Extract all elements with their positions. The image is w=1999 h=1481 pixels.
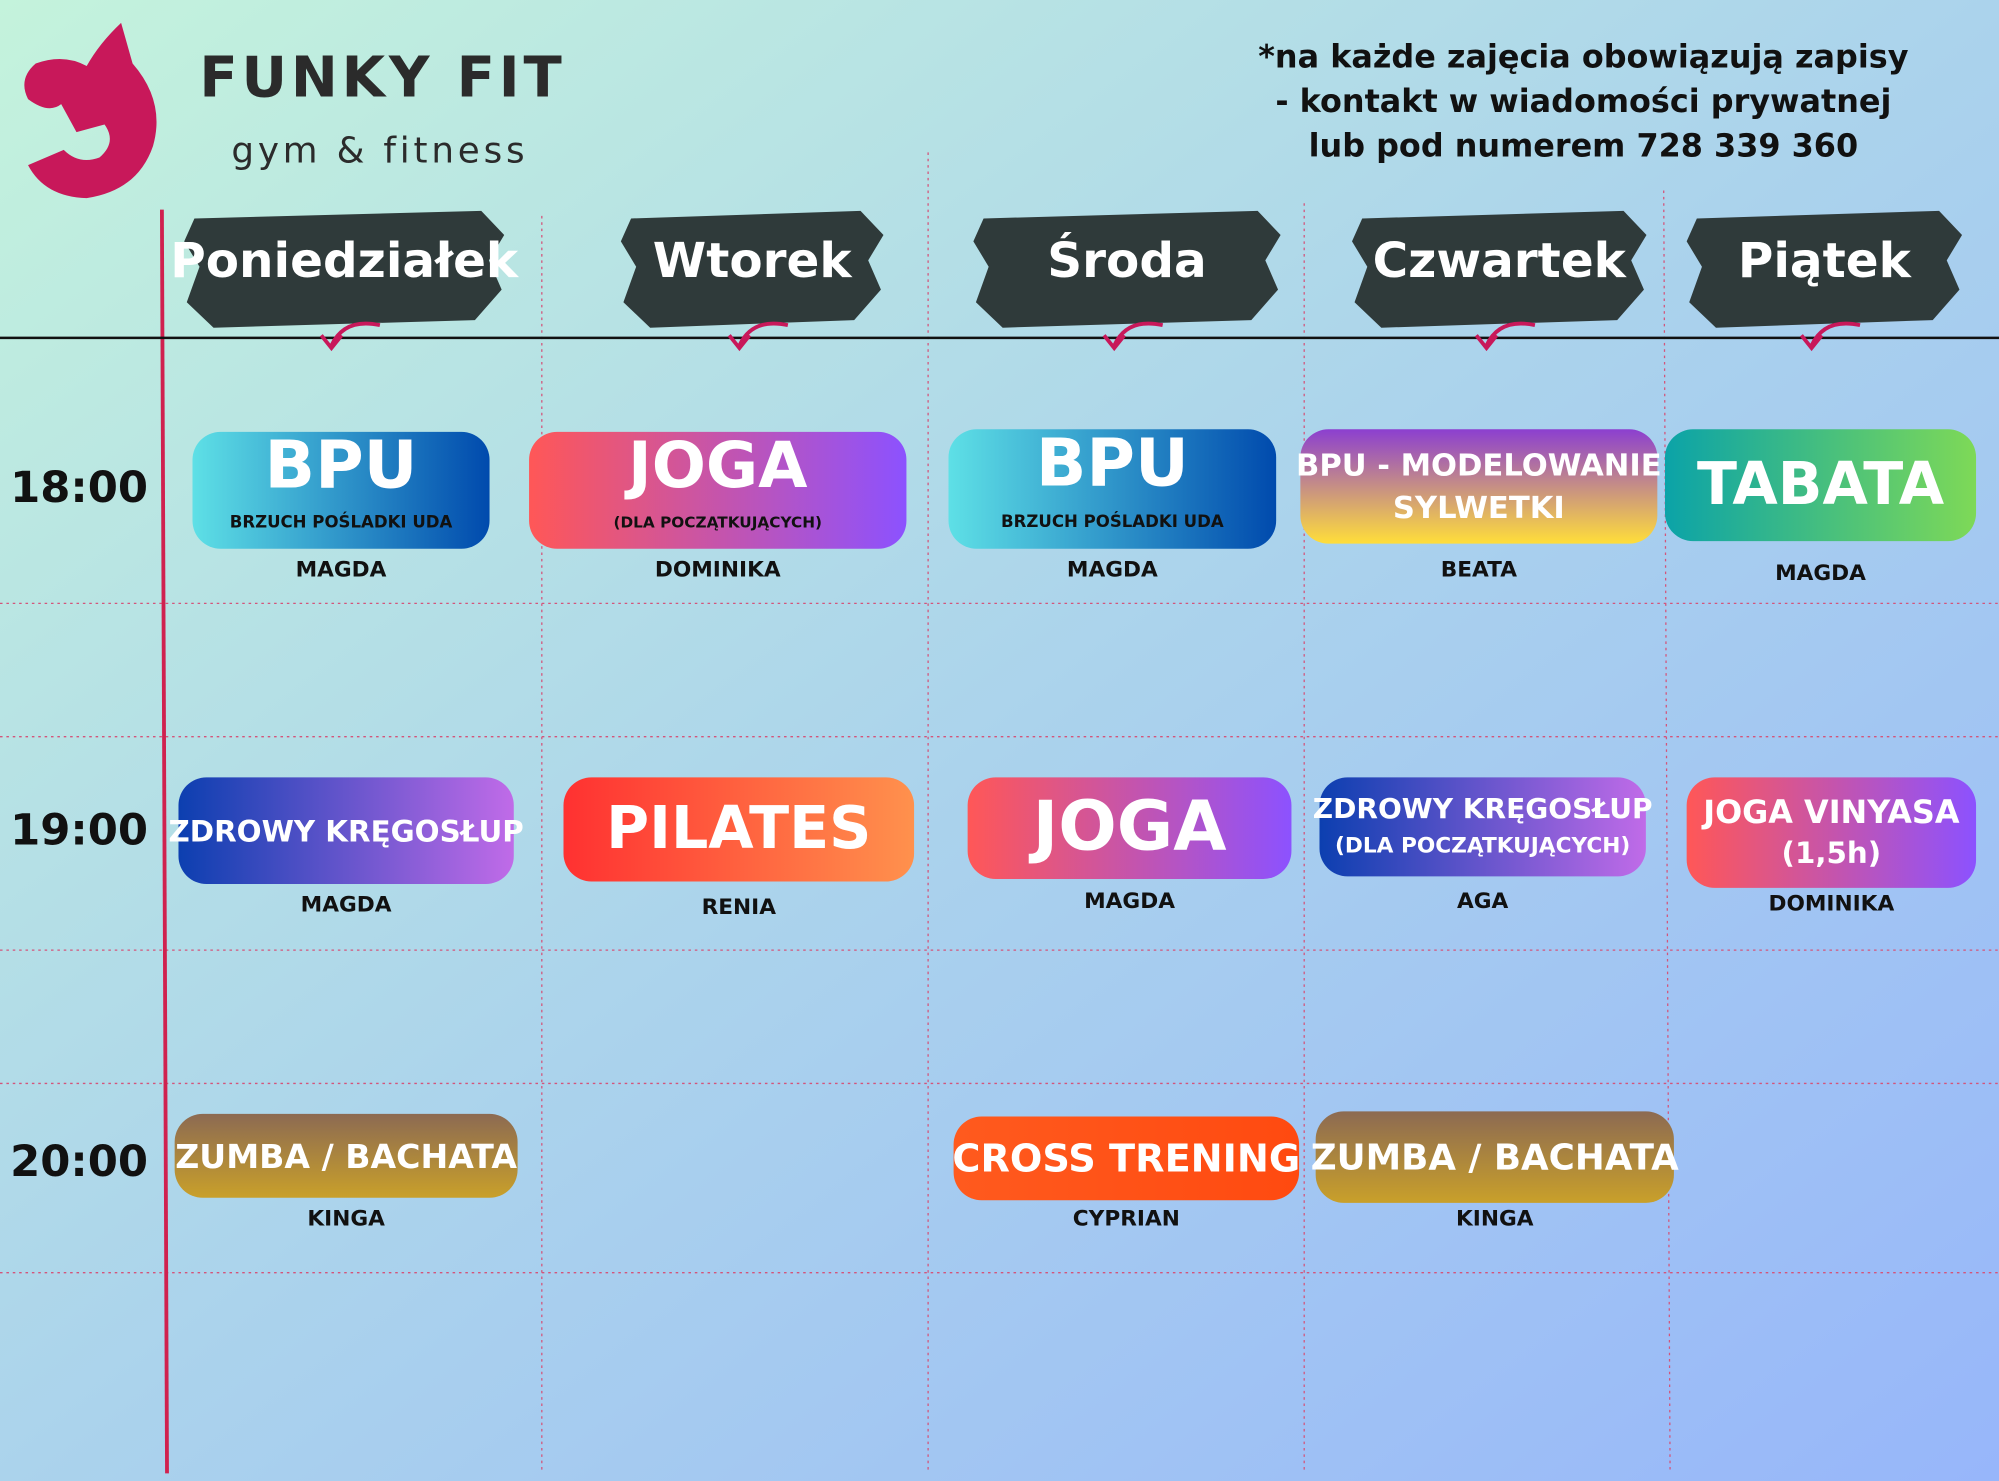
instructor: AGA <box>1457 889 1509 914</box>
brush <box>973 210 1281 328</box>
class-name: PILATES <box>606 794 871 862</box>
day-label: Piątek <box>1738 233 1913 289</box>
class-pill <box>1686 777 1977 888</box>
class-pill <box>967 777 1292 879</box>
class-subtitle: SYLWETKI <box>1393 491 1565 526</box>
instructor: MAGDA <box>296 557 387 582</box>
class-name: CROSS TRENING <box>952 1137 1300 1181</box>
class-pill <box>563 777 915 882</box>
brand: FUNKY FIT <box>199 45 565 110</box>
instructor: RENIA <box>702 895 777 920</box>
class-name: JOGA <box>624 429 808 503</box>
instructor: KINGA <box>307 1206 385 1231</box>
class-name: ZUMBA / BACHATA <box>1311 1138 1679 1179</box>
class-pill <box>178 777 514 885</box>
instructor: BEATA <box>1441 557 1518 582</box>
time-label: 19:00 <box>10 806 148 856</box>
class-subtitle: (DLA POCZĄTKUJĄCYCH) <box>1335 834 1630 859</box>
class-pill <box>192 431 490 549</box>
instructor: MAGDA <box>1775 561 1866 586</box>
class-name: ZUMBA / BACHATA <box>175 1137 517 1176</box>
class-pill <box>948 429 1277 549</box>
instructor: MAGDA <box>1067 557 1158 582</box>
note-line: *na każde zajęcia obowiązują zapisy <box>1258 37 1909 75</box>
day-label: Poniedziałek <box>170 233 520 289</box>
note: *na każde zajęcia obowiązują zapisy - kon… <box>1258 37 1909 164</box>
days: Poniedziałek Wtorek Środa Czwartek Piątek <box>170 210 1963 352</box>
brush <box>620 210 884 328</box>
instructor: DOMINIKA <box>1768 891 1894 916</box>
instructor: MAGDA <box>301 893 392 918</box>
day-label: Wtorek <box>653 233 854 289</box>
class-subtitle: (1,5h) <box>1782 836 1882 870</box>
class-name: JOGA VINYASA <box>1701 793 1960 831</box>
arrow <box>319 321 381 352</box>
instructor: KINGA <box>1456 1206 1534 1231</box>
class-subtitle: BRZUCH POŚLADKI UDA <box>230 513 453 532</box>
rows: 18:00 BPU BRZUCH POŚLADKI UDA MAGDA JOGA (DLA… <box>10 425 1977 1231</box>
instructor: DOMINIKA <box>655 557 781 582</box>
class-pill <box>953 1116 1300 1201</box>
class-pill <box>1319 777 1646 877</box>
class-name: BPU - MODELOWANIE <box>1296 449 1662 484</box>
arrow <box>727 321 789 352</box>
arrow <box>1474 321 1536 352</box>
instructor: CYPRIAN <box>1073 1206 1180 1231</box>
class-pill <box>1300 429 1658 544</box>
class-name: TABATA <box>1697 450 1944 518</box>
brush <box>184 210 505 328</box>
class-name: ZDROWY KRĘGOSŁUP <box>1313 792 1653 825</box>
day-label: Czwartek <box>1373 233 1628 289</box>
class-name: BPU <box>1036 425 1189 502</box>
class-pill <box>174 1113 518 1198</box>
time-label: 20:00 <box>10 1137 148 1187</box>
tagline: gym & fitness <box>231 130 528 171</box>
class-pill <box>529 431 907 549</box>
logo-icon <box>24 22 157 199</box>
instructor: MAGDA <box>1084 889 1175 914</box>
time-label: 18:00 <box>10 463 148 513</box>
arrow <box>1799 321 1861 352</box>
class-name: JOGA <box>1029 787 1227 867</box>
brush <box>1352 210 1647 328</box>
note-line: - kontakt w wiadomości prywatnej <box>1275 82 1891 120</box>
brush <box>1686 210 1963 328</box>
class-name: BPU <box>265 426 418 503</box>
day-label: Środa <box>1047 232 1206 289</box>
class-subtitle: BRZUCH POŚLADKI UDA <box>1001 512 1224 531</box>
arrow <box>1102 321 1164 352</box>
grid <box>0 152 1999 1474</box>
class-pill <box>1664 429 1977 542</box>
class-name: ZDROWY KRĘGOSŁUP <box>169 815 524 849</box>
note-line: lub pod numerem 728 339 360 <box>1309 126 1859 164</box>
time-axis <box>159 209 169 1474</box>
class-subtitle: (DLA POCZĄTKUJĄCYCH) <box>614 514 822 532</box>
class-pill <box>1315 1111 1674 1203</box>
